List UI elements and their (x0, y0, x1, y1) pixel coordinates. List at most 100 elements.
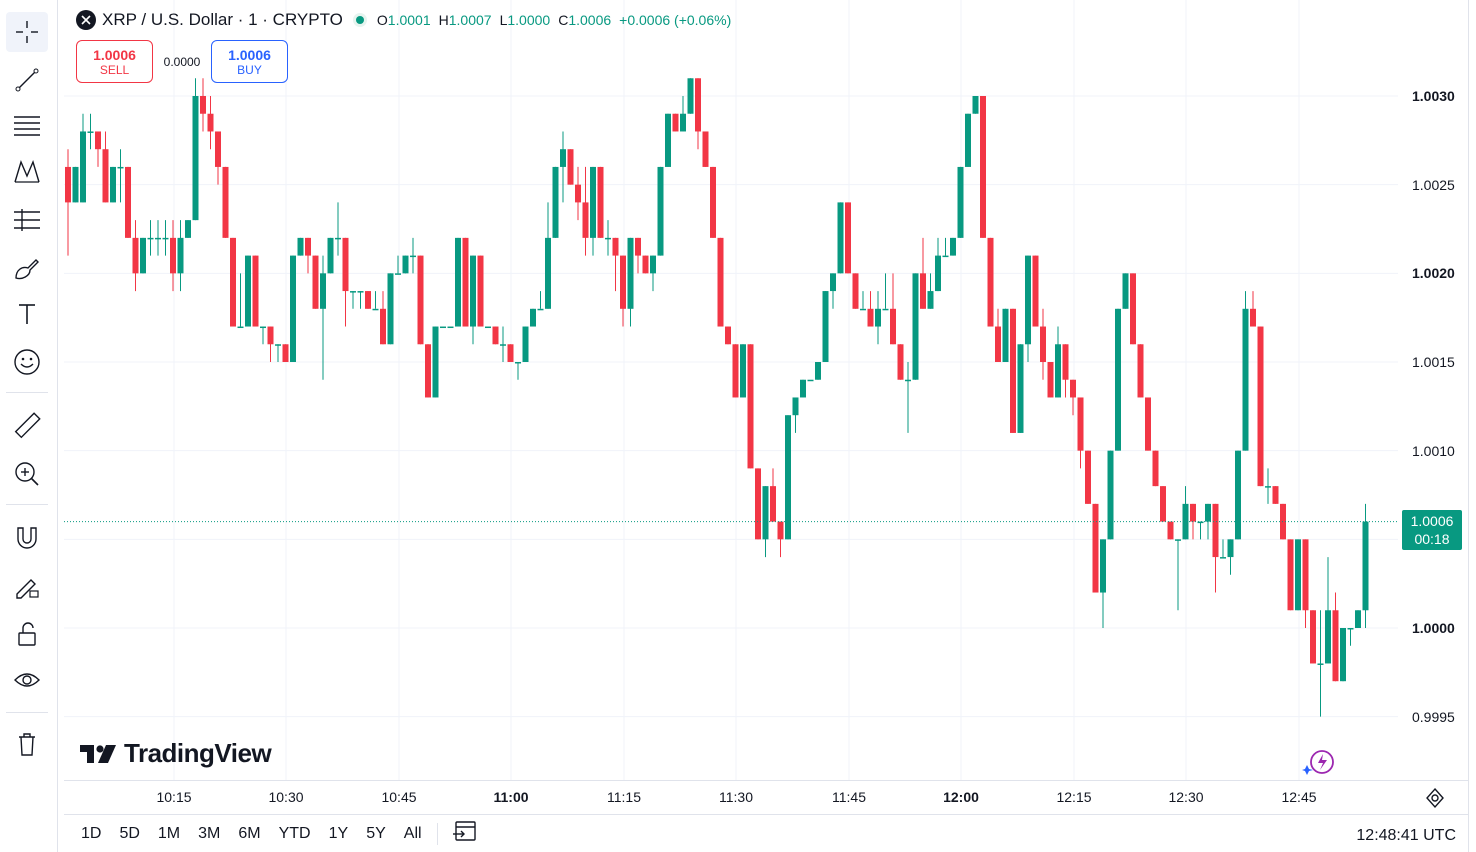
brush-icon[interactable] (6, 248, 48, 288)
candle-body (350, 291, 356, 293)
candle-body (995, 326, 1001, 362)
candle-body (867, 308, 874, 327)
range-1d[interactable]: 1D (81, 824, 102, 842)
candle-body (132, 237, 139, 274)
sparkle-lightning-icon[interactable] (1302, 748, 1336, 783)
prediction-icon[interactable] (6, 200, 48, 240)
candle-body (1220, 557, 1226, 559)
chart-settings-icon[interactable] (1424, 787, 1446, 814)
candle-body (897, 344, 904, 380)
symbol-title[interactable]: XRP / U.S. Dollar · 1 · CRYPTO (102, 10, 343, 29)
candle-body (890, 308, 896, 345)
candle-body (935, 255, 941, 292)
candle-body (222, 166, 229, 238)
candle-body (432, 326, 439, 398)
time-tick: 10:15 (156, 789, 192, 805)
ruler-icon[interactable] (6, 406, 48, 446)
range-1y[interactable]: 1Y (328, 824, 349, 842)
text-icon[interactable] (6, 294, 48, 334)
candle-body (1212, 503, 1219, 558)
candle-body (980, 96, 986, 238)
candle-body (650, 255, 656, 274)
lock-drawing-icon[interactable] (6, 566, 48, 606)
candle-body (1010, 308, 1016, 433)
candle-body (1227, 539, 1234, 558)
candle-body (575, 184, 581, 203)
candle-body (110, 166, 116, 203)
candle-body (402, 255, 409, 274)
trash-icon[interactable] (6, 724, 48, 764)
range-5d[interactable]: 5D (119, 824, 140, 842)
range-6m[interactable]: 6M (238, 824, 261, 842)
candle-body (965, 113, 971, 167)
candle-body (800, 379, 806, 398)
candle-body (1250, 308, 1256, 327)
candle-body (755, 468, 761, 540)
candle-body (740, 344, 746, 398)
fib-icon[interactable] (6, 106, 48, 146)
candle-body (380, 308, 386, 345)
emoji-icon[interactable] (6, 342, 48, 382)
time-axis[interactable]: 10:15 10:30 10:45 11:00 11:15 11:30 11:4… (64, 780, 1468, 814)
range-5y[interactable]: 5Y (366, 824, 386, 842)
candle-body (875, 308, 881, 327)
right-scrollbar[interactable] (1468, 0, 1476, 852)
eye-icon[interactable] (6, 660, 48, 700)
candle-body (905, 379, 911, 382)
goto-date-icon[interactable] (452, 819, 478, 848)
candle-body (72, 166, 79, 203)
time-tick: 12:00 (943, 789, 979, 805)
unlock-icon[interactable] (6, 614, 48, 654)
candle-body (927, 291, 934, 309)
magnet-icon[interactable] (6, 518, 48, 558)
close-key: C (558, 12, 569, 28)
candle-body (1347, 628, 1354, 630)
candle-body (440, 326, 446, 329)
market-status-icon[interactable] (352, 13, 367, 27)
candle-body (290, 255, 296, 362)
candle-body (417, 255, 424, 345)
candle-body (1145, 397, 1151, 451)
candle-body (950, 237, 956, 256)
range-ytd[interactable]: YTD (278, 824, 311, 842)
candle-body (155, 237, 161, 240)
range-3m[interactable]: 3M (198, 824, 221, 842)
tradingview-logo[interactable]: TradingView (80, 738, 272, 769)
drawing-toolbar (0, 0, 58, 852)
sell-button[interactable]: 1.0006 SELL (76, 40, 153, 83)
candle-body (605, 237, 611, 240)
candle-body (657, 166, 664, 256)
candle-body (207, 113, 214, 132)
candle-body (552, 166, 559, 238)
candle-body (230, 237, 236, 327)
candle-body (102, 149, 109, 203)
candlestick-chart[interactable] (64, 0, 1398, 780)
crosshair-icon[interactable] (6, 12, 48, 52)
candle-body (537, 308, 544, 311)
zoom-in-icon[interactable] (6, 454, 48, 494)
chart-pane[interactable] (64, 0, 1398, 780)
candle-body (500, 344, 506, 346)
candle-body (882, 308, 889, 311)
candle-body (1175, 539, 1181, 541)
trendline-icon[interactable] (6, 60, 48, 100)
low-value: 1.0000 (507, 12, 551, 28)
candle-body (717, 237, 724, 327)
candle-body (87, 131, 94, 133)
time-tick: 11:45 (832, 789, 866, 805)
candle-body (252, 255, 259, 327)
candle-body (117, 166, 124, 169)
candle-body (1160, 486, 1166, 522)
range-all[interactable]: All (403, 824, 422, 842)
bottom-divider (436, 822, 438, 845)
utc-clock[interactable]: 12:48:41 UTC (1356, 827, 1456, 844)
candle-body (65, 166, 71, 203)
price-axis[interactable]: 1.0030 1.0025 1.0020 1.0015 1.0010 1.0000 0.99… (1398, 0, 1468, 780)
spread-value: 0.0000 (163, 54, 201, 69)
candle-body (425, 344, 431, 398)
pattern-icon[interactable] (6, 152, 48, 192)
range-1m[interactable]: 1M (157, 824, 181, 842)
candle-body (522, 326, 529, 362)
buy-button[interactable]: 1.0006 BUY (211, 40, 288, 83)
candle-body (642, 255, 649, 274)
